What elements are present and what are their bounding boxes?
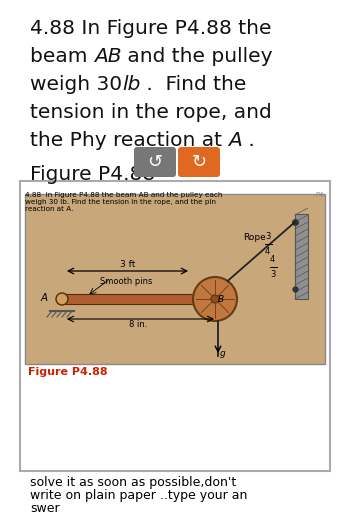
Text: A: A	[228, 131, 242, 150]
Text: Figure P4.88: Figure P4.88	[30, 165, 155, 184]
Bar	[25, 194, 325, 364]
Text: 3 ft: 3 ft	[120, 260, 135, 269]
Text: g: g	[220, 349, 226, 359]
Text: ↺: ↺	[147, 153, 162, 171]
Text: B: B	[218, 295, 224, 305]
Text: 4.88 In Figure P4.88 the: 4.88 In Figure P4.88 the	[30, 19, 272, 38]
Text: Smooth pins: Smooth pins	[100, 277, 152, 286]
Text: write on plain paper ..type your an: write on plain paper ..type your an	[30, 489, 247, 502]
Text: 3: 3	[265, 232, 270, 241]
Text: beam: beam	[30, 47, 94, 66]
Text: 3: 3	[270, 270, 275, 279]
Text: 8 in.: 8 in.	[129, 320, 148, 329]
Text: weigh 30: weigh 30	[30, 75, 122, 94]
Text: P4.: P4.	[315, 192, 326, 198]
Text: lb: lb	[122, 75, 140, 94]
Text: AB: AB	[94, 47, 121, 66]
Text: 4: 4	[265, 247, 270, 256]
FancyBboxPatch shape	[178, 147, 220, 177]
Text: tension in the rope, and: tension in the rope, and	[30, 103, 272, 122]
Text: 4: 4	[270, 255, 275, 264]
FancyBboxPatch shape	[134, 147, 176, 177]
Circle shape	[211, 295, 219, 303]
Circle shape	[56, 293, 68, 305]
Bar	[20, 181, 330, 471]
Text: 4.88  In Figure P4.88 the beam AB and the pulley each: 4.88 In Figure P4.88 the beam AB and the…	[25, 192, 222, 198]
Text: A: A	[41, 293, 48, 303]
Text: solve it as soon as possible,don't: solve it as soon as possible,don't	[30, 476, 236, 489]
Text: .: .	[242, 131, 255, 150]
Bar	[62, 294, 215, 304]
Text: swer: swer	[30, 502, 60, 515]
Text: weigh 30 lb. Find the tension in the rope, and the pin: weigh 30 lb. Find the tension in the rop…	[25, 199, 216, 205]
Text: Rope: Rope	[243, 233, 266, 242]
Text: the Phy reaction at: the Phy reaction at	[30, 131, 228, 150]
Text: .  Find the: . Find the	[140, 75, 247, 94]
Bar	[295, 214, 308, 299]
Text: Figure P4.88: Figure P4.88	[28, 367, 108, 377]
Text: and the pulley: and the pulley	[121, 47, 273, 66]
Text: ↻: ↻	[191, 153, 206, 171]
Circle shape	[193, 277, 237, 321]
Text: reaction at A.: reaction at A.	[25, 206, 74, 212]
